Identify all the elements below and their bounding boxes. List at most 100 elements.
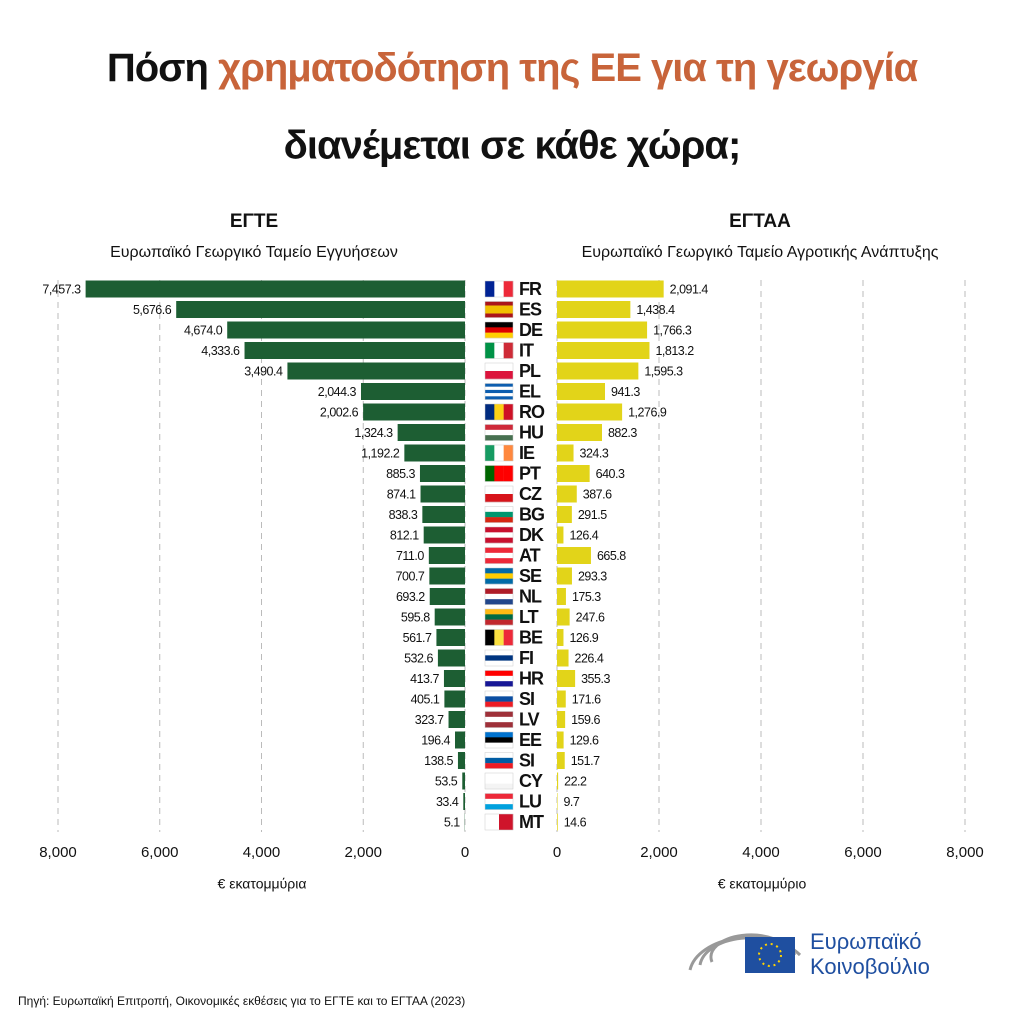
bar bbox=[448, 711, 465, 728]
value-label: 2,002.6 bbox=[320, 405, 359, 419]
bar bbox=[557, 444, 574, 462]
right-subtitle: Ευρωπαϊκό Γεωργικό Ταμείο Αγροτικής Ανάπ… bbox=[582, 244, 939, 261]
value-label: 126.9 bbox=[569, 631, 598, 645]
flag-border bbox=[484, 383, 514, 400]
title-line-1: Πόση χρηματοδότηση της ΕΕ για τη γεωργία bbox=[107, 46, 919, 90]
x-tick-label: 4,000 bbox=[742, 844, 780, 861]
flag-stripe bbox=[485, 532, 513, 538]
country-code: DE bbox=[519, 320, 543, 340]
x-tick-label: 0 bbox=[553, 844, 561, 861]
value-label: 22.2 bbox=[564, 774, 587, 788]
right-axis-label: € εκατομμύριο bbox=[718, 876, 807, 892]
bar bbox=[434, 608, 465, 626]
country-code: SE bbox=[519, 566, 542, 586]
bar bbox=[557, 342, 650, 359]
flag-border bbox=[484, 731, 514, 749]
flag-stripe bbox=[485, 670, 513, 677]
bar bbox=[557, 424, 602, 441]
value-label: 1,595.3 bbox=[644, 364, 683, 378]
bar bbox=[557, 649, 569, 667]
flag-stripe bbox=[485, 363, 513, 372]
x-tick-label: 0 bbox=[461, 844, 469, 861]
flag-stripe bbox=[485, 793, 513, 800]
bar bbox=[557, 280, 664, 298]
flag-stripe bbox=[485, 599, 513, 605]
flag-border bbox=[484, 506, 514, 523]
title-highlight: χρηματοδότηση της ΕΕ για τη γεωργία bbox=[218, 46, 918, 90]
flag-stripe bbox=[485, 371, 513, 380]
value-label: 247.6 bbox=[576, 610, 605, 624]
bar bbox=[557, 383, 606, 400]
flag-border bbox=[484, 772, 514, 790]
flag-stripe bbox=[485, 675, 513, 682]
flag-stripe bbox=[485, 655, 513, 661]
country-code: NL bbox=[519, 586, 542, 606]
country-code: CZ bbox=[519, 484, 542, 504]
value-label: 126.4 bbox=[569, 528, 598, 542]
flag-stripe bbox=[485, 552, 513, 559]
value-label: 151.7 bbox=[571, 754, 600, 768]
flag-border bbox=[484, 752, 514, 769]
country-code: SI bbox=[519, 750, 534, 770]
flag-stripe bbox=[485, 814, 500, 830]
bar bbox=[436, 629, 465, 646]
flag-stripe bbox=[503, 404, 514, 420]
bar bbox=[455, 731, 465, 749]
value-label: 5,676.6 bbox=[133, 303, 172, 317]
value-label: 7,457.3 bbox=[42, 282, 81, 296]
flag-stripe bbox=[485, 593, 513, 600]
country-code: SI bbox=[519, 689, 534, 709]
bar bbox=[423, 526, 465, 544]
bar bbox=[457, 752, 465, 769]
value-label: 885.3 bbox=[386, 467, 415, 481]
flag-stripe bbox=[485, 609, 513, 615]
flag-stripe bbox=[485, 445, 495, 461]
flag-border bbox=[484, 711, 514, 728]
flag-stripe bbox=[485, 681, 513, 687]
value-label: 532.6 bbox=[404, 651, 433, 665]
flag-stripe bbox=[485, 558, 513, 564]
value-label: 4,674.0 bbox=[184, 323, 223, 337]
flag-stripe bbox=[485, 322, 513, 328]
country-code: DK bbox=[519, 525, 544, 545]
flag-stripe bbox=[485, 573, 513, 579]
flag-stripe bbox=[485, 783, 513, 790]
flag-border bbox=[484, 793, 514, 810]
bar bbox=[429, 567, 465, 585]
x-tick-label: 4,000 bbox=[243, 844, 281, 861]
flag-stripe bbox=[485, 486, 513, 495]
value-label: 665.8 bbox=[597, 549, 626, 563]
value-label: 595.8 bbox=[401, 610, 430, 624]
flag-stripe bbox=[485, 332, 513, 339]
country-code: AT bbox=[519, 545, 541, 565]
flag-stripe bbox=[485, 691, 513, 697]
bar bbox=[397, 424, 465, 441]
flag-stripe bbox=[485, 281, 495, 297]
flag-stripe bbox=[503, 342, 514, 359]
value-label: 1,813.2 bbox=[655, 344, 694, 358]
flag-stripe bbox=[485, 435, 513, 441]
flag-border bbox=[484, 547, 514, 564]
bar bbox=[557, 362, 639, 380]
bar bbox=[287, 362, 465, 380]
value-label: 2,044.3 bbox=[318, 385, 357, 399]
value-label: 700.7 bbox=[396, 569, 425, 583]
flag-stripe bbox=[485, 389, 513, 394]
value-label: 561.7 bbox=[403, 631, 432, 645]
x-tick-label: 2,000 bbox=[344, 844, 382, 861]
value-label: 812.1 bbox=[390, 528, 419, 542]
flag-border bbox=[484, 342, 514, 359]
flag-stripe bbox=[485, 737, 513, 743]
logo: Ευρωπαϊκό Κοινοβούλιο bbox=[688, 929, 930, 979]
flag-stripe bbox=[485, 696, 513, 702]
flag-stripe bbox=[485, 701, 513, 708]
flag-border bbox=[484, 690, 514, 708]
flag-border bbox=[484, 813, 514, 831]
country-code: HU bbox=[519, 422, 543, 442]
logo-text: Ευρωπαϊκό bbox=[810, 929, 922, 954]
flag-stripe bbox=[485, 537, 513, 544]
flag-stripe bbox=[485, 429, 513, 436]
title-line-2: διανέμεται σε κάθε χώρα; bbox=[284, 124, 741, 168]
flag-stripe bbox=[485, 506, 513, 513]
bar bbox=[428, 547, 465, 564]
